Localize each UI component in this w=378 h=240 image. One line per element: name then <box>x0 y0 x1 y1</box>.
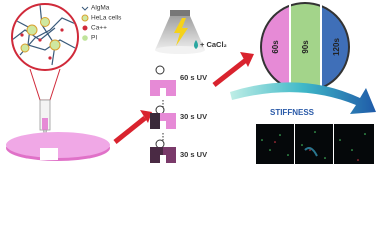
legend-swatch <box>81 14 89 22</box>
drop-icon <box>194 40 198 49</box>
segment-label: 90s <box>301 40 310 54</box>
arrow <box>113 116 147 144</box>
arrow-head <box>140 110 152 123</box>
arrow <box>212 58 248 87</box>
legend-swatch <box>81 6 89 11</box>
arrow-head <box>240 52 254 67</box>
fluorescence-images <box>256 124 374 164</box>
stiffness-arrow <box>230 82 376 114</box>
legend-swatch <box>82 25 88 31</box>
steps: 60 s UV 30 s UV 30 s UV <box>150 65 207 163</box>
graphical-abstract: AlgMa HeLa cells Ca++ PI + CaCl₂ 60 s UV <box>6 2 376 164</box>
printer <box>6 99 110 161</box>
legend-label: AlgMa <box>91 5 110 12</box>
step-label: 30 s UV <box>180 112 207 121</box>
uv-lamp <box>155 10 205 54</box>
step-label: 60 s UV <box>180 73 207 82</box>
segment-label: 60s <box>271 40 280 54</box>
legend: AlgMa HeLa cells Ca++ PI <box>81 5 122 42</box>
crosslinker-label: + CaCl₂ <box>200 40 227 49</box>
legend-label: PI <box>91 35 97 42</box>
step-label: 30 s UV <box>180 150 207 159</box>
magnified-view <box>11 3 79 101</box>
segment-label: 120s <box>332 38 341 56</box>
legend-label: Ca++ <box>91 25 107 32</box>
legend-label: HeLa cells <box>91 15 122 22</box>
legend-swatch <box>82 35 88 41</box>
arrow-label: STIFFNESS <box>270 108 315 117</box>
